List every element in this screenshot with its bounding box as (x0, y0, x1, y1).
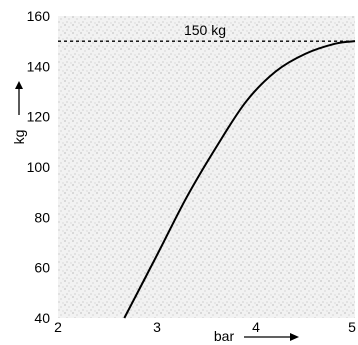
y-tick-label: 60 (34, 260, 50, 276)
x-tick-label: 2 (54, 319, 62, 335)
y-tick-label: 160 (27, 8, 51, 24)
y-axis-arrow-head (15, 81, 23, 89)
y-tick-label: 80 (34, 209, 50, 225)
x-tick-label: 5 (348, 319, 356, 335)
plot-area (58, 16, 355, 318)
y-tick-label: 140 (27, 58, 51, 74)
y-tick-label: 120 (27, 109, 51, 125)
y-axis-label: kg (11, 130, 27, 145)
y-tick-label: 100 (27, 159, 51, 175)
y-axis-ticks: 40 60 80 100 120 140 160 (27, 8, 51, 326)
x-axis-arrow-head (290, 333, 299, 341)
series-line (123, 40, 356, 319)
y-tick-label: 40 (34, 310, 50, 326)
x-tick-label: 4 (252, 319, 260, 335)
x-axis-label: bar (214, 328, 235, 344)
x-axis-ticks: 2 3 4 5 (54, 319, 356, 335)
x-tick-label: 3 (153, 319, 161, 335)
reference-line-label: 150 kg (184, 22, 226, 38)
